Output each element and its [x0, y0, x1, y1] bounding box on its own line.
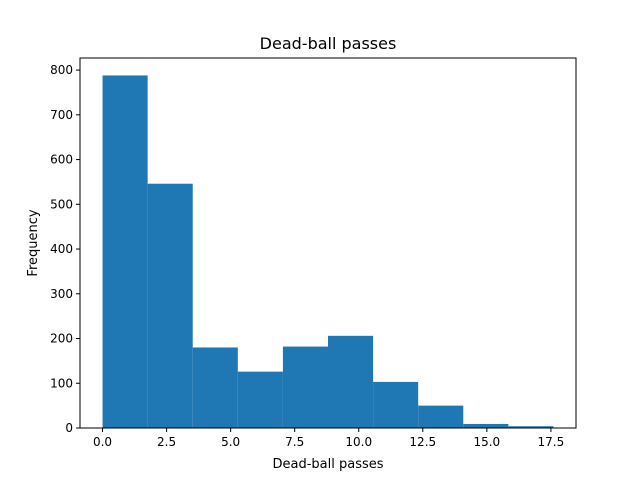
y-tick-label: 100	[50, 376, 73, 390]
y-tick-label: 200	[50, 332, 73, 346]
y-tick-label: 800	[50, 63, 73, 77]
histogram-bar-5	[282, 346, 328, 428]
histogram-bar-2	[147, 183, 193, 428]
y-tick-label: 700	[50, 108, 73, 122]
histogram-bar-8	[418, 405, 464, 428]
x-tick-label: 0.0	[93, 435, 112, 449]
x-tick-label: 7.5	[285, 435, 304, 449]
histogram-bar-6	[328, 335, 374, 428]
x-tick-label: 10.0	[345, 435, 372, 449]
histogram-bar-10	[508, 426, 554, 428]
y-tick-label: 300	[50, 287, 73, 301]
x-axis: 0.0 2.5 5.0 7.5 10.0 12.5 15.0 17.5	[93, 428, 564, 449]
histogram-bar-7	[373, 381, 419, 428]
x-tick-label: 17.5	[538, 435, 565, 449]
x-tick-label: 5.0	[221, 435, 240, 449]
y-tick-label: 600	[50, 153, 73, 167]
y-tick-label: 500	[50, 197, 73, 211]
histogram-bar-9	[463, 423, 509, 428]
histogram-bar-4	[237, 371, 283, 428]
x-axis-label: Dead-ball passes	[272, 457, 383, 472]
histogram-bar-1	[102, 75, 148, 428]
x-tick-label: 12.5	[409, 435, 436, 449]
plot-frame	[79, 57, 577, 429]
chart-title: Dead-ball passes	[260, 34, 397, 53]
y-tick-label: 0	[65, 421, 73, 435]
y-axis: 0 100 200 300 400 500 600 700 800	[50, 63, 80, 435]
y-tick-label: 400	[50, 242, 73, 256]
y-axis-label: Frequency	[26, 209, 41, 276]
histogram-bar-3	[192, 347, 238, 428]
x-tick-label: 15.0	[473, 435, 500, 449]
bars-group	[102, 75, 554, 428]
x-tick-label: 2.5	[157, 435, 176, 449]
